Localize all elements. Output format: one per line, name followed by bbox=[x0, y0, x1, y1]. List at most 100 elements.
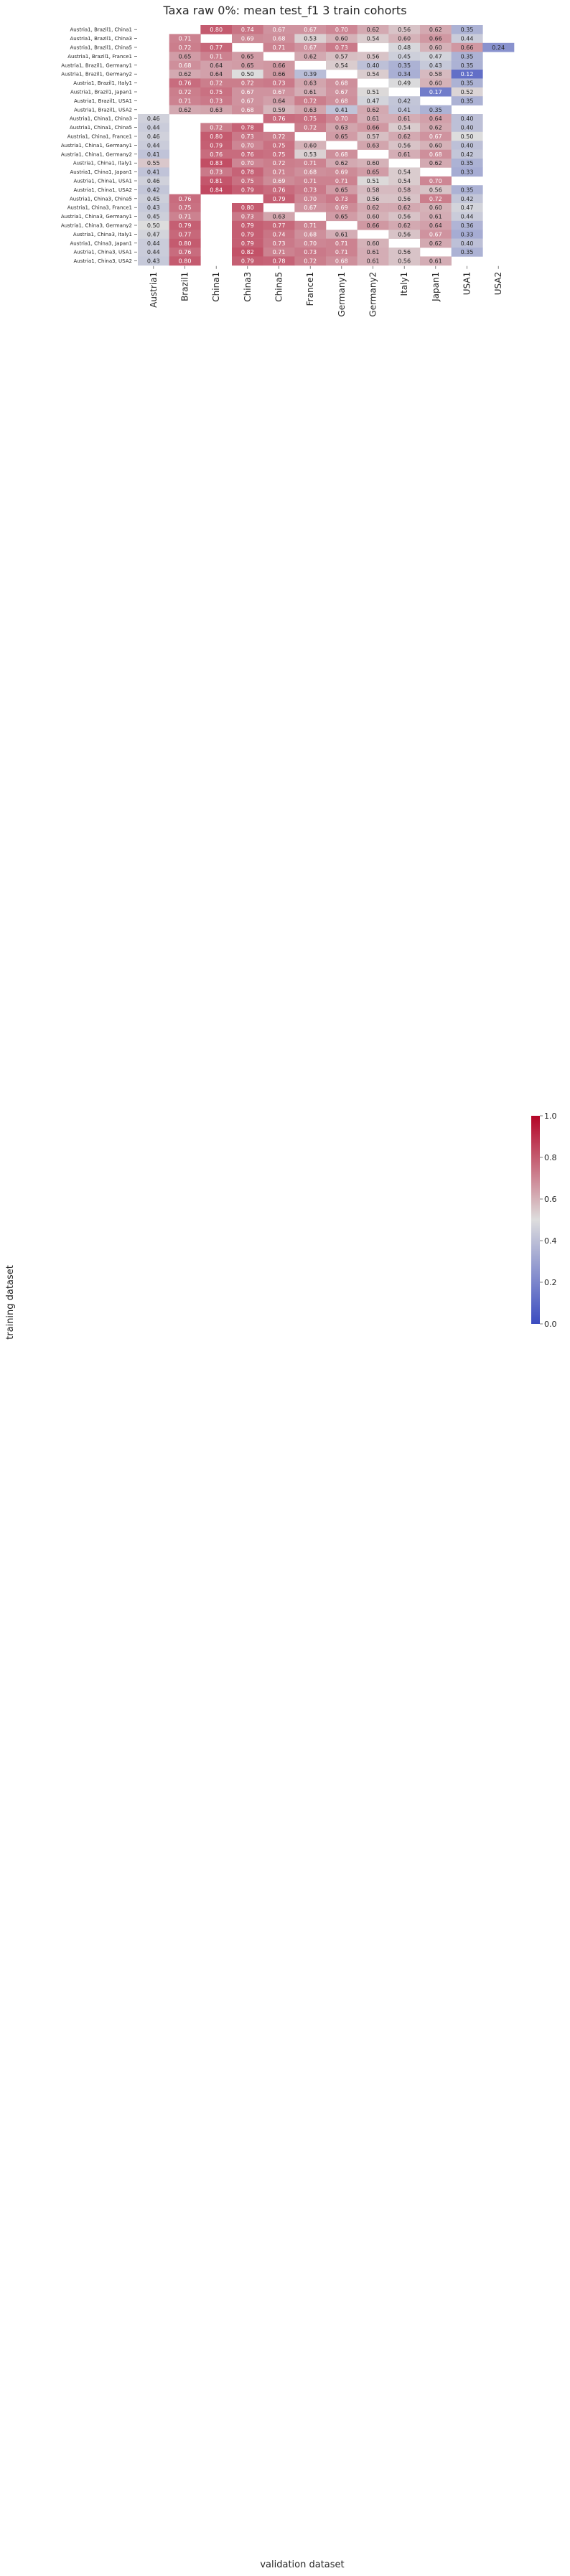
heatmap-cell bbox=[294, 149, 327, 159]
cell-value-label: 0.61 bbox=[335, 231, 348, 238]
cell-value-label: 0.62 bbox=[398, 133, 411, 140]
cell-value-label: 0.71 bbox=[179, 98, 192, 104]
heatmap-cell bbox=[232, 185, 263, 194]
cell-value-label: 0.51 bbox=[367, 178, 380, 184]
heatmap-cell bbox=[357, 185, 389, 194]
heatmap-cell bbox=[451, 141, 483, 150]
cell-value-label: 0.68 bbox=[429, 151, 442, 158]
cell-value-label: 0.50 bbox=[461, 133, 474, 140]
heatmap-cell bbox=[263, 159, 295, 168]
cell-value-label: 0.65 bbox=[179, 53, 192, 60]
cell-value-label: 0.47 bbox=[429, 53, 442, 60]
heatmap-cell bbox=[232, 141, 263, 150]
cell-value-label: 0.42 bbox=[147, 187, 160, 193]
cell-value-label: 0.43 bbox=[147, 205, 160, 211]
cell-value-label: 0.50 bbox=[147, 222, 160, 229]
cell-value-label: 0.35 bbox=[461, 53, 474, 60]
cell-value-label: 0.33 bbox=[461, 169, 474, 176]
heatmap-cell bbox=[263, 25, 295, 34]
heatmap-cell bbox=[388, 220, 421, 230]
cell-value-label: 0.24 bbox=[492, 44, 505, 51]
cell-value-label: 0.60 bbox=[429, 142, 442, 149]
cell-value-label: 0.63 bbox=[273, 214, 286, 220]
cell-value-label: 0.73 bbox=[241, 214, 254, 220]
heatmap-cell bbox=[326, 194, 358, 204]
cell-value-label: 0.80 bbox=[179, 240, 192, 247]
heatmap-cell bbox=[420, 34, 452, 44]
cell-value-label: 0.78 bbox=[241, 169, 254, 176]
cell-value-label: 0.62 bbox=[367, 27, 380, 33]
cell-value-label: 0.66 bbox=[367, 222, 380, 229]
cell-value-label: 0.69 bbox=[335, 169, 348, 176]
heatmap-cell bbox=[388, 96, 421, 105]
heatmap-cell bbox=[357, 52, 389, 61]
cell-value-label: 0.53 bbox=[304, 151, 317, 158]
cell-value-label: 0.44 bbox=[461, 36, 474, 42]
heatmap-cell bbox=[200, 96, 233, 105]
chart-title: Taxa raw 0%: mean test_f1 3 train cohort… bbox=[162, 4, 406, 18]
heatmap-cell bbox=[294, 141, 327, 150]
cell-value-label: 0.43 bbox=[429, 62, 442, 69]
row-label: Austria1, Brazil1, Germany1 bbox=[61, 62, 132, 68]
heatmap-cell bbox=[263, 42, 295, 52]
heatmap-cell bbox=[357, 194, 389, 204]
cell-value-label: 0.75 bbox=[273, 151, 286, 158]
heatmap-cell bbox=[294, 123, 327, 133]
heatmap-cell bbox=[232, 105, 263, 115]
heatmap-cell bbox=[326, 78, 358, 88]
row-label: Austria1, Brazil1, China5 bbox=[70, 45, 132, 51]
heatmap-cell bbox=[451, 167, 483, 177]
row-label: Austria1, China1, China3 bbox=[70, 116, 132, 122]
cell-value-label: 0.67 bbox=[304, 205, 317, 211]
heatmap-cell bbox=[169, 42, 201, 52]
heatmap-cell bbox=[420, 220, 452, 230]
cell-value-label: 0.62 bbox=[179, 107, 192, 113]
row-label: Austria1, China1, Germany1 bbox=[61, 143, 132, 149]
cell-value-label: 0.71 bbox=[304, 178, 317, 184]
cell-value-label: 0.61 bbox=[429, 214, 442, 220]
heatmap-cell bbox=[169, 96, 201, 105]
heatmap-cell bbox=[420, 238, 452, 248]
heatmap-cell bbox=[451, 34, 483, 44]
heatmap-cell bbox=[232, 238, 263, 248]
cell-value-label: 0.48 bbox=[398, 44, 411, 51]
heatmap-cell bbox=[388, 149, 421, 159]
cell-value-label: 0.62 bbox=[429, 240, 442, 247]
heatmap-cell bbox=[138, 149, 169, 159]
heatmap-cell bbox=[388, 256, 421, 266]
heatmap-cell bbox=[326, 149, 358, 159]
heatmap-cell bbox=[263, 185, 295, 194]
cell-value-label: 0.71 bbox=[304, 160, 317, 166]
heatmap-cell bbox=[169, 78, 201, 88]
cell-value-label: 0.63 bbox=[304, 107, 317, 113]
cell-value-label: 0.64 bbox=[210, 71, 223, 77]
cell-value-label: 0.66 bbox=[461, 44, 474, 51]
cell-value-label: 0.72 bbox=[304, 258, 317, 265]
cell-value-label: 0.72 bbox=[429, 196, 442, 202]
heatmap-cell bbox=[294, 25, 327, 34]
heatmap-cell bbox=[232, 78, 263, 88]
cell-value-label: 0.80 bbox=[179, 258, 192, 265]
cell-value-label: 0.54 bbox=[367, 71, 380, 77]
cell-value-label: 0.71 bbox=[273, 249, 286, 255]
heatmap-cell bbox=[388, 123, 421, 133]
cell-value-label: 0.67 bbox=[273, 89, 286, 95]
cell-value-label: 0.61 bbox=[367, 249, 380, 255]
cell-value-label: 0.73 bbox=[210, 169, 223, 176]
cell-value-label: 0.66 bbox=[273, 62, 286, 69]
heatmap-cell bbox=[169, 256, 201, 266]
cell-value-label: 0.67 bbox=[429, 133, 442, 140]
heatmap-cell bbox=[263, 194, 295, 204]
column-label: China1 bbox=[211, 272, 221, 302]
cell-value-label: 0.70 bbox=[241, 142, 254, 149]
heatmap-cell bbox=[138, 131, 169, 141]
row-label: Austria1, China3, Germany2 bbox=[61, 223, 132, 229]
heatmap-cell bbox=[326, 256, 358, 266]
heatmap-cell bbox=[388, 185, 421, 194]
cell-value-label: 0.60 bbox=[304, 142, 317, 149]
heatmap-cell bbox=[294, 52, 327, 61]
heatmap-cell bbox=[232, 159, 263, 168]
heatmap-cell bbox=[357, 131, 389, 141]
cell-value-label: 0.68 bbox=[241, 107, 254, 113]
row-label: Austria1, China3, France1 bbox=[67, 205, 132, 211]
